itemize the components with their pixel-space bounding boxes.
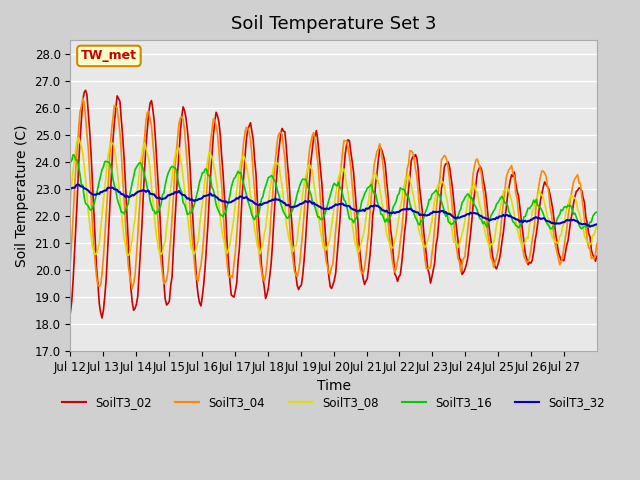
SoilT3_32 — [86, 190, 93, 195]
SoilT3_32 — [591, 222, 599, 228]
SoilT3_02 — [445, 159, 452, 165]
Line: SoilT3_02: SoilT3_02 — [70, 90, 597, 318]
SoilT3_32 — [102, 188, 110, 193]
Line: SoilT3_04: SoilT3_04 — [70, 98, 597, 288]
X-axis label: Time: Time — [317, 380, 351, 394]
Y-axis label: Soil Temperature (C): Soil Temperature (C) — [15, 124, 29, 267]
SoilT3_02 — [98, 315, 106, 321]
SoilT3_32 — [522, 218, 529, 224]
SoilT3_02 — [340, 167, 348, 172]
SoilT3_04 — [591, 251, 599, 256]
SoilT3_04 — [593, 240, 601, 246]
SoilT3_04 — [67, 259, 74, 264]
SoilT3_04 — [340, 138, 348, 144]
SoilT3_32 — [586, 224, 594, 229]
SoilT3_16 — [339, 192, 346, 197]
SoilT3_16 — [593, 209, 601, 215]
SoilT3_08 — [75, 135, 83, 141]
SoilT3_08 — [102, 172, 110, 178]
SoilT3_32 — [339, 201, 346, 206]
SoilT3_16 — [443, 212, 451, 217]
SoilT3_02 — [67, 310, 74, 315]
SoilT3_02 — [82, 87, 90, 93]
SoilT3_04 — [445, 168, 452, 173]
Line: SoilT3_32: SoilT3_32 — [70, 184, 597, 227]
Text: TW_met: TW_met — [81, 49, 137, 62]
Line: SoilT3_16: SoilT3_16 — [70, 155, 597, 229]
SoilT3_16 — [102, 158, 110, 164]
SoilT3_02 — [523, 256, 531, 262]
SoilT3_04 — [86, 171, 93, 177]
Line: SoilT3_08: SoilT3_08 — [70, 138, 597, 255]
SoilT3_32 — [74, 181, 81, 187]
SoilT3_02 — [591, 258, 599, 264]
SoilT3_16 — [591, 210, 599, 216]
SoilT3_32 — [443, 211, 451, 216]
SoilT3_16 — [522, 214, 529, 219]
SoilT3_04 — [523, 260, 531, 266]
Title: Soil Temperature Set 3: Soil Temperature Set 3 — [231, 15, 436, 33]
SoilT3_08 — [67, 199, 74, 205]
SoilT3_32 — [67, 186, 74, 192]
SoilT3_16 — [548, 226, 556, 232]
SoilT3_32 — [593, 221, 601, 227]
SoilT3_08 — [523, 234, 531, 240]
SoilT3_08 — [124, 252, 132, 258]
SoilT3_04 — [129, 286, 136, 291]
SoilT3_08 — [445, 207, 452, 213]
SoilT3_02 — [593, 253, 601, 259]
SoilT3_08 — [591, 227, 599, 233]
SoilT3_16 — [67, 160, 74, 166]
SoilT3_04 — [102, 213, 110, 218]
SoilT3_16 — [86, 206, 93, 212]
SoilT3_04 — [79, 95, 86, 101]
SoilT3_02 — [104, 250, 111, 256]
SoilT3_16 — [69, 152, 77, 157]
SoilT3_08 — [593, 224, 601, 229]
SoilT3_02 — [86, 128, 93, 133]
SoilT3_08 — [340, 166, 348, 172]
SoilT3_08 — [86, 220, 93, 226]
Legend: SoilT3_02, SoilT3_04, SoilT3_08, SoilT3_16, SoilT3_32: SoilT3_02, SoilT3_04, SoilT3_08, SoilT3_… — [58, 391, 610, 414]
